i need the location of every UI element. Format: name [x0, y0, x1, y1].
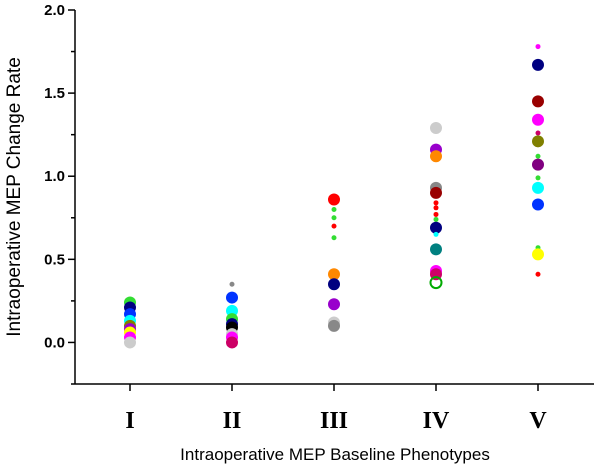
data-point — [226, 336, 238, 349]
x-axis-title: Intraoperative MEP Baseline Phenotypes — [180, 445, 490, 464]
data-point — [532, 113, 544, 126]
data-point — [433, 211, 439, 217]
data-point — [229, 281, 235, 287]
data-point — [532, 135, 544, 148]
data-point — [430, 221, 442, 234]
data-point — [433, 200, 439, 206]
data-point — [433, 231, 439, 237]
data-point — [331, 235, 337, 241]
data-point — [532, 181, 544, 194]
data-point — [328, 193, 340, 206]
x-tick-label: IV — [423, 408, 450, 434]
data-point — [433, 216, 439, 222]
data-point — [430, 150, 442, 163]
data-point — [532, 248, 544, 261]
data-point — [532, 95, 544, 108]
x-tick-label: II — [223, 408, 242, 434]
x-tick-label: I — [125, 408, 134, 434]
data-point — [532, 198, 544, 211]
y-tick-label: 0.5 — [44, 251, 65, 268]
y-axis-title: Intraoperative MEP Change Rate — [4, 57, 25, 337]
y-tick-label: 0.0 — [44, 334, 65, 351]
data-point — [226, 291, 238, 304]
data-point — [532, 58, 544, 71]
x-tick-label: V — [529, 408, 547, 434]
data-point — [535, 271, 541, 277]
data-point — [226, 304, 238, 317]
data-point — [535, 175, 541, 181]
data-point — [535, 130, 541, 136]
y-ticks: 0.0 0.5 1.0 1.5 2.0 — [44, 2, 75, 385]
y-tick-label: 1.5 — [44, 85, 65, 102]
data-point — [430, 186, 442, 199]
y-tick-label: 2.0 — [44, 2, 65, 19]
data-point — [535, 44, 541, 50]
x-ticks: I II III IV V — [125, 384, 547, 434]
data-point — [124, 336, 136, 349]
data-point — [331, 215, 337, 221]
data-point — [535, 153, 541, 159]
data-point — [328, 268, 340, 281]
data-point — [328, 278, 340, 291]
data-point — [430, 122, 442, 135]
data-points — [124, 44, 544, 349]
data-point — [433, 205, 439, 211]
data-point — [331, 223, 337, 229]
data-point — [328, 319, 340, 332]
data-point — [532, 158, 544, 171]
data-point — [328, 298, 340, 311]
x-tick-label: III — [320, 408, 348, 434]
data-point — [429, 276, 443, 290]
data-point — [331, 206, 337, 212]
data-point — [430, 243, 442, 256]
y-tick-label: 1.0 — [44, 168, 65, 185]
